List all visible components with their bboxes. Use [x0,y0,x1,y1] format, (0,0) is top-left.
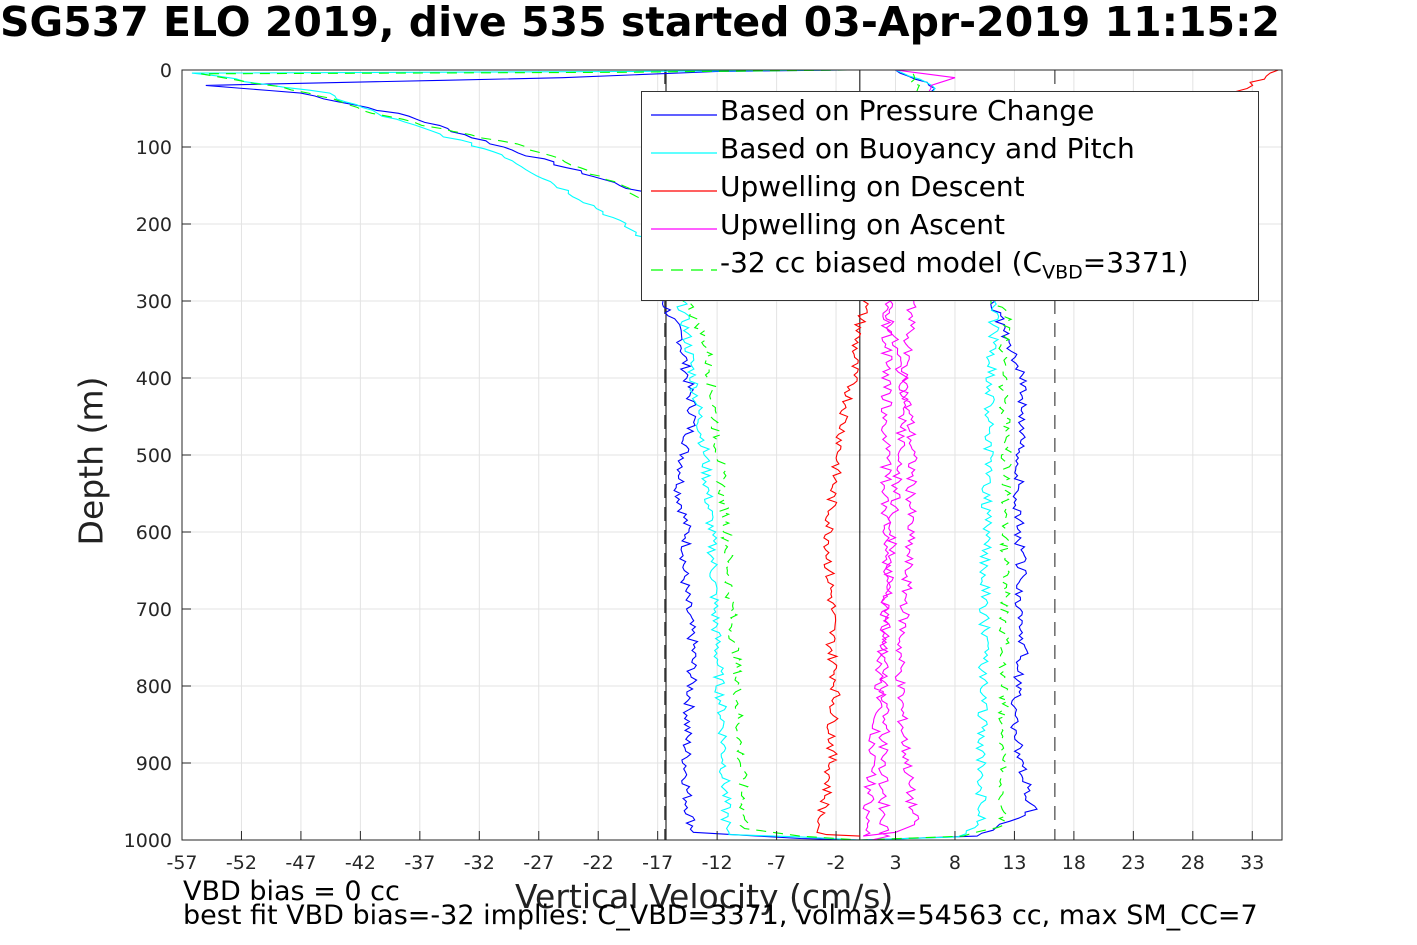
legend-label-biased-post: =3371) [1082,246,1189,279]
y-axis-ticks: 0 100 200 300 400 500 600 700 800 900 1000 [124,60,191,852]
legend-swatch-pressure [651,114,717,116]
x-tick-label: -27 [523,852,554,874]
y-tick-label: 1000 [124,830,172,852]
legend-swatch-upwelling-ascent [651,228,717,230]
y-tick-label: 600 [136,522,172,544]
vbd-bias-note: VBD bias = 0 cc [183,876,400,907]
y-tick-label: 400 [136,368,172,390]
x-tick-label: 8 [949,852,961,874]
x-tick-label: -37 [404,852,435,874]
x-tick-label: -22 [583,852,614,874]
x-tick-label: 33 [1240,852,1264,874]
y-tick-label: 800 [136,676,172,698]
legend-label-biased-sub: VBD [1042,261,1083,284]
legend-item-buoyancy: Based on Buoyancy and Pitch [642,130,1258,168]
x-tick-label: -12 [702,852,733,874]
x-tick-label: -17 [642,852,673,874]
legend-label-pressure: Based on Pressure Change [720,94,1095,127]
legend-label-biased-pre: -32 cc biased model (C [720,246,1043,279]
best-fit-note: best fit VBD bias=-32 implies: C_VBD=337… [183,900,1258,931]
x-tick-label: 3 [889,852,901,874]
x-tick-label: -32 [464,852,495,874]
x-axis-label: Vertical Velocity (cm/s) [515,877,894,916]
x-tick-label: -47 [285,852,316,874]
x-axis-ticks: -57 -52 -47 -42 -37 -32 -27 -22 -17 -12 -7 -2 3 8 13 18… [166,831,1264,874]
legend-label-biased-model: -32 cc biased model (CVBD=3371) [720,246,1189,284]
y-tick-label: 0 [160,60,172,82]
x-tick-label: -42 [345,852,376,874]
x-tick-label: -2 [827,852,846,874]
x-tick-label: 13 [1002,852,1026,874]
legend-item-pressure: Based on Pressure Change [642,92,1258,130]
y-tick-label: 700 [136,599,172,621]
y-tick-label: 500 [136,445,172,467]
y-tick-label: 100 [136,137,172,159]
legend-label-upwelling-descent: Upwelling on Descent [720,170,1025,203]
legend: Based on Pressure Change Based on Buoyan… [641,91,1259,301]
y-tick-label: 200 [136,214,172,236]
legend-label-buoyancy: Based on Buoyancy and Pitch [720,132,1135,165]
x-tick-label: 18 [1062,852,1086,874]
legend-swatch-upwelling-descent [651,190,717,192]
legend-label-upwelling-ascent: Upwelling on Ascent [720,208,1006,241]
y-axis-label: Depth (m) [71,376,111,546]
series-line-1 [191,69,1002,841]
legend-item-biased-model: -32 cc biased model (CVBD=3371) [642,244,1258,284]
y-tick-label: 900 [136,753,172,775]
x-tick-label: 23 [1121,852,1145,874]
legend-item-upwelling-ascent: Upwelling on Ascent [642,206,1258,244]
legend-swatch-buoyancy [651,152,717,154]
x-tick-label: -57 [166,852,197,874]
chart-title: SG537 ELO 2019, dive 535 started 03-Apr-… [0,0,1280,46]
x-tick-label: -7 [767,852,786,874]
series-line-2 [201,69,1014,841]
y-tick-label: 300 [136,291,172,313]
series-line-4 [862,69,956,841]
legend-item-upwelling-descent: Upwelling on Descent [642,168,1258,206]
x-tick-label: 28 [1181,852,1205,874]
x-tick-label: -52 [226,852,257,874]
legend-swatch-biased-model [651,269,717,271]
